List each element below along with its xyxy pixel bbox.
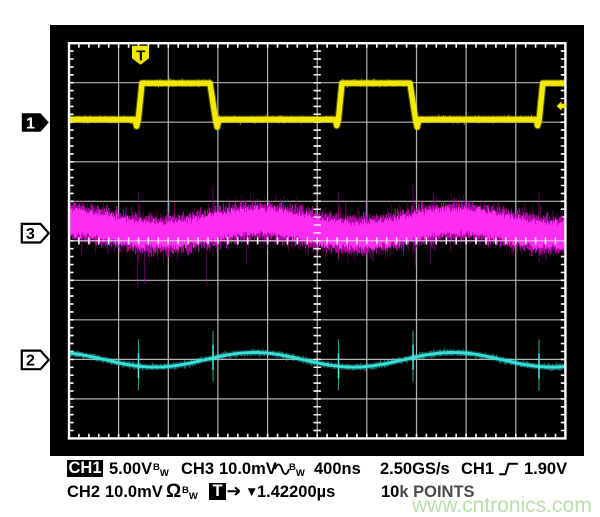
svg-text:2: 2: [26, 353, 35, 370]
svg-text:1: 1: [26, 115, 35, 132]
svg-text:T: T: [136, 47, 145, 64]
svg-text:3: 3: [26, 226, 35, 243]
